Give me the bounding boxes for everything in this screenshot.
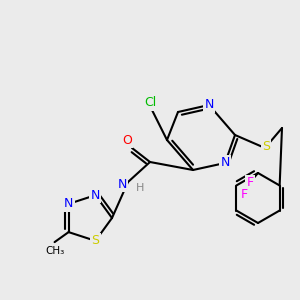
Text: N: N <box>204 98 214 112</box>
Text: N: N <box>220 157 230 169</box>
Text: Cl: Cl <box>144 97 156 110</box>
Text: F: F <box>240 188 247 202</box>
Text: S: S <box>92 234 99 247</box>
Text: N: N <box>64 197 73 210</box>
Text: N: N <box>117 178 127 190</box>
Text: H: H <box>136 183 144 193</box>
Text: S: S <box>262 140 270 154</box>
Text: F: F <box>246 176 254 190</box>
Text: N: N <box>91 189 100 202</box>
Text: CH₃: CH₃ <box>45 246 64 256</box>
Text: O: O <box>122 134 132 146</box>
